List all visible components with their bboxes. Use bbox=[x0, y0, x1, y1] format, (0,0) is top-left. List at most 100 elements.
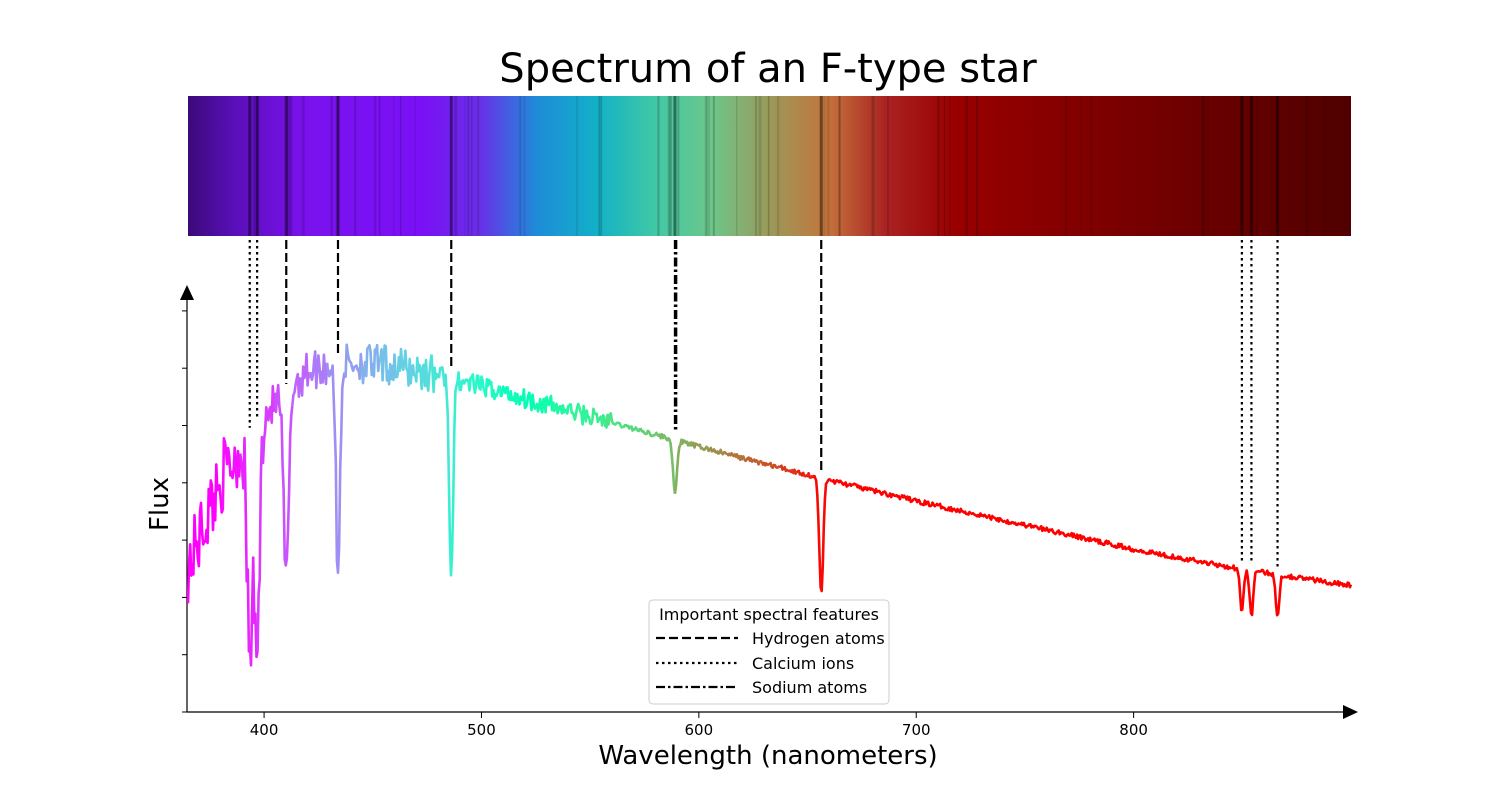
band-faint-line bbox=[1270, 96, 1272, 236]
band-faint-line bbox=[705, 96, 708, 236]
band-absorption-line bbox=[1276, 96, 1280, 236]
band-faint-line bbox=[330, 96, 333, 236]
band-faint-line bbox=[712, 96, 715, 236]
spectrum-band bbox=[188, 96, 1351, 236]
spectrum-segment bbox=[1039, 525, 1059, 536]
spectrum-segment bbox=[986, 513, 1007, 523]
band-faint-line bbox=[286, 96, 289, 236]
spectrum-segment bbox=[864, 486, 885, 496]
legend-entry-hydrogen: Hydrogen atoms bbox=[656, 629, 885, 648]
spectrum-segment bbox=[569, 402, 590, 426]
x-tick-label: 800 bbox=[1119, 721, 1148, 739]
spectrum-segment bbox=[708, 446, 728, 456]
spectrum-segment bbox=[1091, 537, 1111, 547]
spectrum-segment bbox=[517, 388, 537, 412]
legend: Important spectral features Hydrogen ato… bbox=[648, 599, 890, 705]
band-faint-line bbox=[758, 96, 762, 236]
band-absorption-line bbox=[673, 96, 677, 236]
spectrum-segment bbox=[848, 482, 868, 492]
band-absorption-line bbox=[248, 96, 252, 236]
spectrum-segment bbox=[1213, 562, 1233, 571]
spectrum-segment bbox=[1317, 577, 1338, 587]
spectrum-segment bbox=[900, 494, 920, 504]
legend-title: Important spectral features bbox=[659, 605, 879, 624]
band-faint-line bbox=[414, 96, 416, 236]
band-faint-line bbox=[887, 96, 889, 236]
spectrum-segment bbox=[639, 427, 659, 438]
spectrum-segment bbox=[413, 354, 433, 392]
x-tick-label: 400 bbox=[250, 721, 279, 739]
spectrum-segment bbox=[970, 511, 989, 519]
band-faint-line bbox=[477, 96, 480, 236]
spectrum-segment bbox=[430, 354, 451, 483]
spectrum-line bbox=[187, 343, 1353, 667]
spectrum-segment bbox=[831, 478, 850, 488]
spectrum-segment bbox=[187, 501, 207, 604]
band-faint-line bbox=[754, 96, 758, 236]
spectrum-segment bbox=[1074, 533, 1094, 543]
band-faint-line bbox=[1207, 96, 1210, 236]
spectrum-segment bbox=[1195, 559, 1216, 567]
band-faint-line bbox=[468, 96, 470, 236]
spectrum-segment bbox=[325, 362, 346, 575]
band-faint-line bbox=[669, 96, 672, 236]
band-faint-line bbox=[379, 96, 381, 236]
band-faint-line bbox=[937, 96, 940, 236]
chart-title: Spectrum of an F-type star bbox=[499, 46, 1037, 92]
spectrum-segment bbox=[657, 432, 677, 494]
band-faint-line bbox=[288, 96, 291, 236]
band-faint-line bbox=[598, 96, 601, 236]
spectrum-segment bbox=[1056, 529, 1077, 539]
band-faint-line bbox=[707, 96, 711, 236]
band-faint-line bbox=[838, 96, 841, 236]
spectrum-segment bbox=[360, 343, 381, 385]
band-faint-line bbox=[1255, 96, 1258, 236]
spectrum-segment bbox=[1247, 568, 1268, 617]
band-faint-line bbox=[826, 96, 830, 236]
spectrum-segment bbox=[1109, 542, 1129, 551]
spectrum-segment bbox=[883, 489, 903, 501]
band-absorption-line bbox=[1249, 96, 1253, 236]
band-faint-line bbox=[1305, 96, 1309, 236]
spectrum-segment bbox=[447, 371, 468, 577]
spectrum-segment bbox=[604, 412, 624, 429]
band-faint-line bbox=[736, 96, 738, 236]
band-faint-line bbox=[1323, 96, 1326, 236]
spectrum-segment bbox=[760, 461, 781, 469]
spectrum-segment bbox=[395, 347, 416, 387]
band-faint-line bbox=[399, 96, 402, 236]
spectrum-segment bbox=[795, 469, 816, 479]
spectrum-segment bbox=[343, 343, 364, 381]
band-faint-line bbox=[667, 96, 671, 236]
band-faint-line bbox=[1201, 96, 1205, 236]
spectrum-band-background bbox=[188, 96, 1351, 236]
legend-entry-sodium: Sodium atoms bbox=[656, 678, 867, 697]
spectrum-segment bbox=[1230, 564, 1251, 612]
band-faint-line bbox=[393, 96, 395, 236]
spectrum-segment bbox=[291, 352, 311, 406]
spectrum-segment bbox=[1143, 549, 1163, 558]
legend-label-calcium: Calcium ions bbox=[752, 654, 854, 673]
band-faint-line bbox=[767, 96, 770, 236]
band-faint-line bbox=[575, 96, 578, 236]
spectrum-segment bbox=[1178, 555, 1198, 563]
band-faint-line bbox=[838, 96, 841, 236]
spectrum-segment bbox=[1300, 575, 1320, 584]
spectrum-segment bbox=[482, 378, 503, 401]
band-faint-line bbox=[464, 96, 466, 236]
spectrum-segment bbox=[1334, 580, 1353, 589]
spectrum-segment bbox=[1265, 569, 1285, 617]
spectrum-segment bbox=[308, 350, 329, 390]
band-faint-line bbox=[776, 96, 780, 236]
spectrum-segment bbox=[778, 464, 798, 475]
x-tick-label: 700 bbox=[902, 721, 931, 739]
band-faint-line bbox=[374, 96, 377, 236]
spectrum-segment bbox=[378, 344, 398, 386]
band-faint-line bbox=[354, 96, 357, 236]
band-absorption-line bbox=[284, 96, 288, 236]
band-faint-line bbox=[289, 96, 293, 236]
spectrum-segment bbox=[586, 407, 607, 428]
band-faint-line bbox=[965, 96, 968, 236]
spectrum-segment bbox=[1160, 551, 1181, 561]
band-absorption-line bbox=[449, 96, 453, 236]
